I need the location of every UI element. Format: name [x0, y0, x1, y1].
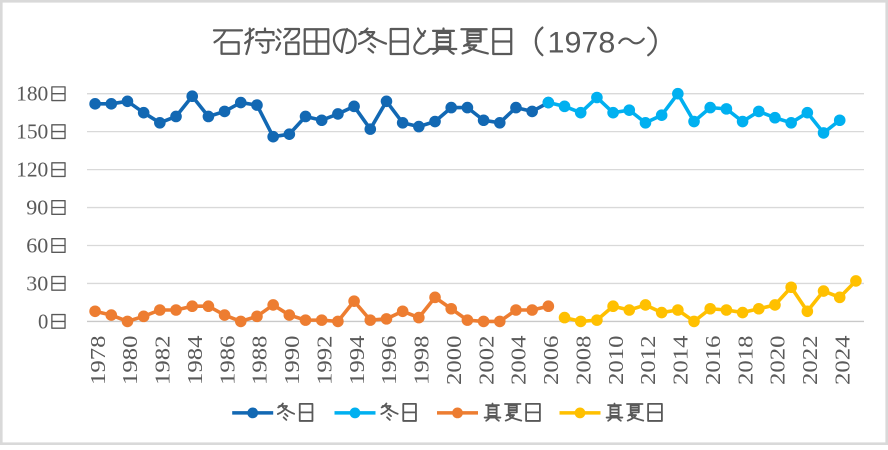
- svg-text:60: 60: [26, 234, 48, 258]
- svg-text:2000: 2000: [442, 336, 466, 386]
- svg-text:30: 30: [26, 271, 48, 295]
- svg-text:2016: 2016: [701, 335, 725, 385]
- svg-text:1984: 1984: [183, 335, 207, 385]
- svg-text:1990: 1990: [280, 336, 304, 386]
- svg-text:2002: 2002: [474, 336, 498, 386]
- svg-text:2014: 2014: [669, 335, 693, 385]
- svg-text:90: 90: [26, 196, 48, 220]
- svg-text:2004: 2004: [507, 335, 531, 385]
- svg-text:1978: 1978: [548, 26, 616, 59]
- svg-text:1998: 1998: [410, 336, 434, 386]
- svg-text:180: 180: [16, 82, 48, 106]
- svg-text:2008: 2008: [571, 336, 595, 386]
- svg-text:1992: 1992: [312, 336, 336, 386]
- svg-text:1994: 1994: [345, 335, 369, 385]
- svg-text:0: 0: [38, 309, 48, 333]
- svg-text:150: 150: [16, 120, 48, 144]
- svg-text:1978: 1978: [86, 336, 110, 386]
- svg-text:1996: 1996: [377, 335, 401, 385]
- svg-text:1986: 1986: [215, 335, 239, 385]
- svg-text:2024: 2024: [830, 335, 854, 385]
- svg-text:2018: 2018: [733, 336, 757, 386]
- svg-text:2010: 2010: [604, 336, 628, 386]
- svg-text:2006: 2006: [539, 335, 563, 385]
- svg-text:2022: 2022: [798, 336, 822, 386]
- svg-text:120: 120: [16, 158, 48, 182]
- svg-text:1982: 1982: [151, 336, 175, 386]
- svg-text:2020: 2020: [766, 336, 790, 386]
- svg-text:2012: 2012: [636, 336, 660, 386]
- svg-text:1980: 1980: [118, 336, 142, 386]
- svg-text:1988: 1988: [248, 336, 272, 386]
